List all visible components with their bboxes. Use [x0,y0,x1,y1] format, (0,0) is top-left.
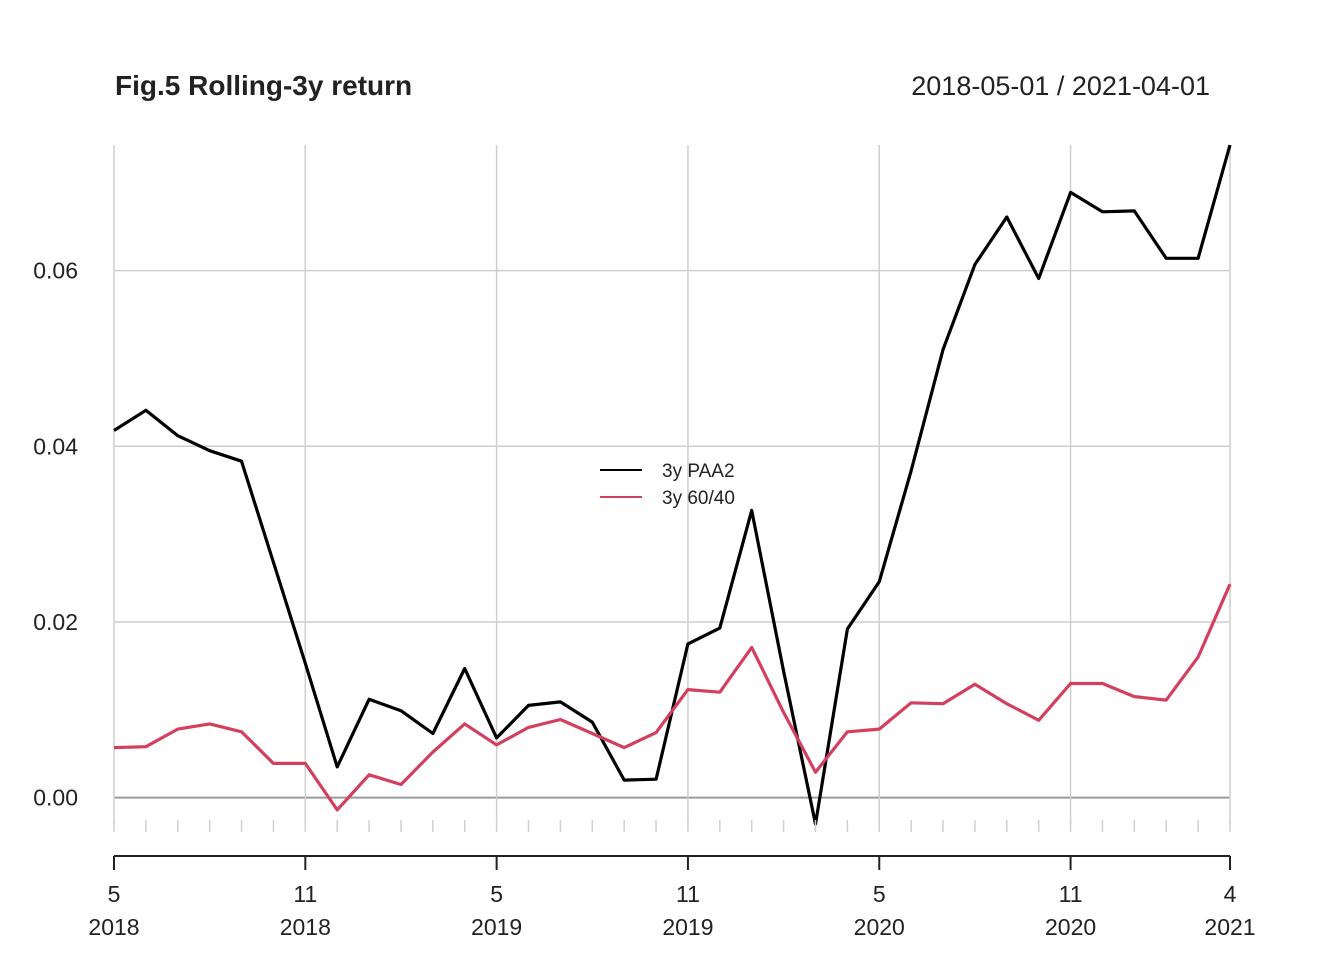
grid [113,145,1231,824]
x-tick-year: 2020 [854,914,905,940]
series-group [113,144,1232,826]
series-line-6040 [113,583,1232,812]
date-range-label: 2018-05-01 / 2021-04-01 [911,71,1210,101]
x-tick-month: 11 [1059,881,1083,907]
y-tick-label: 0.02 [33,609,78,635]
x-tick-year: 2019 [662,914,713,940]
y-axis: 0.00 0.02 0.04 0.06 [33,258,78,811]
y-tick-label: 0.04 [33,433,78,459]
x-tick-month: 4 [1224,881,1237,907]
x-tick-month: 5 [873,881,886,907]
x-tick-year: 2018 [88,914,139,940]
x-tick-year: 2020 [1045,914,1096,940]
chart-title: Fig.5 Rolling-3y return [115,70,412,101]
x-tick-month: 5 [108,881,121,907]
x-tick-year: 2018 [280,914,331,940]
x-tick-year: 2019 [471,914,522,940]
x-tick-year: 2021 [1204,914,1255,940]
x-axis: 5 2018 11 2018 5 2019 11 2019 5 2020 11 2020 4 2021 [88,820,1256,940]
x-tick-month: 11 [676,881,700,907]
y-tick-label: 0.06 [33,258,78,284]
series-line-paa2 [113,144,1232,826]
legend: 3y PAA2 3y 60/40 [600,461,735,509]
legend-label-6040: 3y 60/40 [662,488,735,509]
x-tick-month: 5 [490,881,503,907]
legend-label-paa2: 3y PAA2 [662,461,735,482]
x-tick-month: 11 [293,881,317,907]
y-tick-label: 0.00 [33,785,78,811]
